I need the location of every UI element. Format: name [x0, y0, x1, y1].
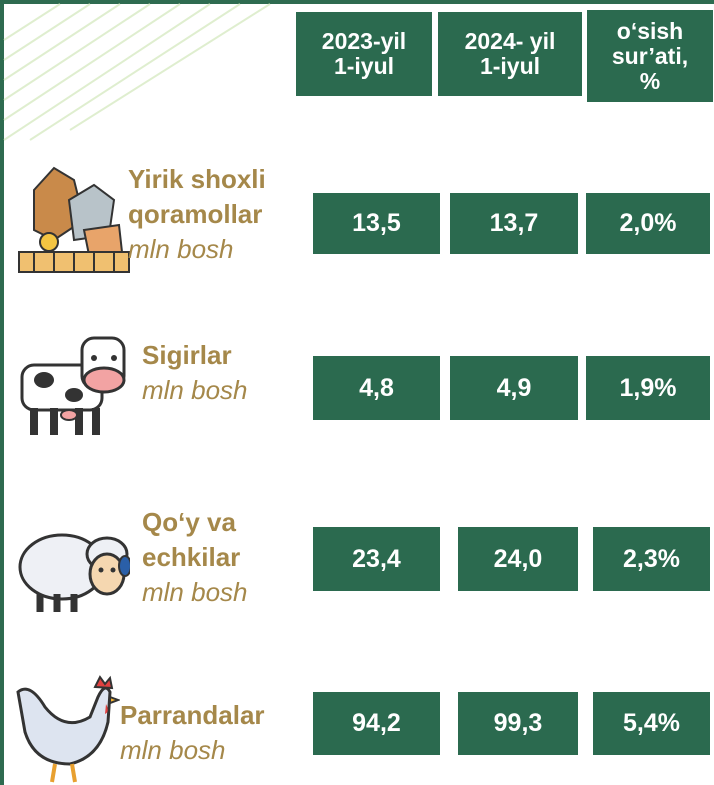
value-cell: 24,0	[458, 527, 578, 591]
row-label: Parrandalar mln bosh	[120, 698, 265, 768]
value-text: 94,2	[352, 709, 401, 737]
livestock-icon	[18, 166, 130, 273]
header-cell: 2023-yil 1-iyul	[296, 12, 432, 96]
row-name: Qo‘y va	[142, 507, 236, 537]
header-text: 2023-yil	[321, 28, 407, 54]
value-cell: 1,9%	[586, 356, 710, 420]
row-name: Yirik shoxli	[128, 164, 266, 194]
value-text: 5,4%	[623, 709, 680, 737]
value-text: 99,3	[493, 709, 543, 737]
row-unit: mln bosh	[128, 234, 234, 264]
row-unit: mln bosh	[142, 375, 248, 405]
row-name: Sigirlar	[142, 340, 232, 370]
row-name: echkilar	[142, 542, 241, 572]
frame	[0, 0, 714, 4]
value-text: 4,9	[496, 373, 532, 402]
chicken-icon	[16, 675, 120, 783]
value-text: 23,4	[352, 544, 401, 573]
frame	[0, 0, 4, 785]
row-name: Parrandalar	[120, 700, 265, 730]
value-text: 13,5	[352, 209, 401, 237]
value-text: 24,0	[493, 544, 543, 573]
row-label: Yirik shoxli qoramollar mln bosh	[128, 162, 266, 267]
header-cell: o‘sish sur’ati,%	[587, 10, 713, 102]
row-label: Qo‘y va echkilar mln bosh	[142, 505, 248, 610]
value-text: 1,9%	[619, 373, 677, 402]
value-cell: 99,3	[458, 692, 578, 755]
header-cell: 2024- yil 1-iyul	[438, 12, 582, 96]
value-text: 2,0%	[619, 209, 677, 237]
row-label: Sigirlar mln bosh	[142, 338, 248, 408]
value-cell: 13,5	[313, 193, 440, 254]
value-text: 4,8	[359, 373, 394, 402]
cow-icon	[20, 336, 126, 435]
value-cell: 13,7	[450, 193, 578, 254]
value-text: 13,7	[489, 209, 539, 237]
value-cell: 2,0%	[586, 193, 710, 254]
decoration	[3, 3, 271, 141]
row-unit: mln bosh	[142, 577, 248, 607]
value-cell: 4,8	[313, 356, 440, 420]
row-name: qoramollar	[128, 199, 263, 229]
header-text: 2024- yil	[464, 28, 556, 54]
value-cell: 94,2	[313, 692, 440, 755]
value-cell: 2,3%	[593, 527, 710, 591]
header-text: 1-iyul	[479, 53, 541, 79]
sheep-icon	[18, 533, 130, 612]
header-text: o‘sish	[616, 17, 684, 44]
value-cell: 4,9	[450, 356, 578, 420]
row-unit: mln bosh	[120, 735, 226, 765]
header-text: %	[639, 67, 661, 94]
header-text: sur’ati,	[611, 42, 689, 69]
value-cell: 5,4%	[593, 692, 710, 755]
header-text: 1-iyul	[333, 53, 395, 79]
value-cell: 23,4	[313, 527, 440, 591]
value-text: 2,3%	[623, 544, 680, 573]
